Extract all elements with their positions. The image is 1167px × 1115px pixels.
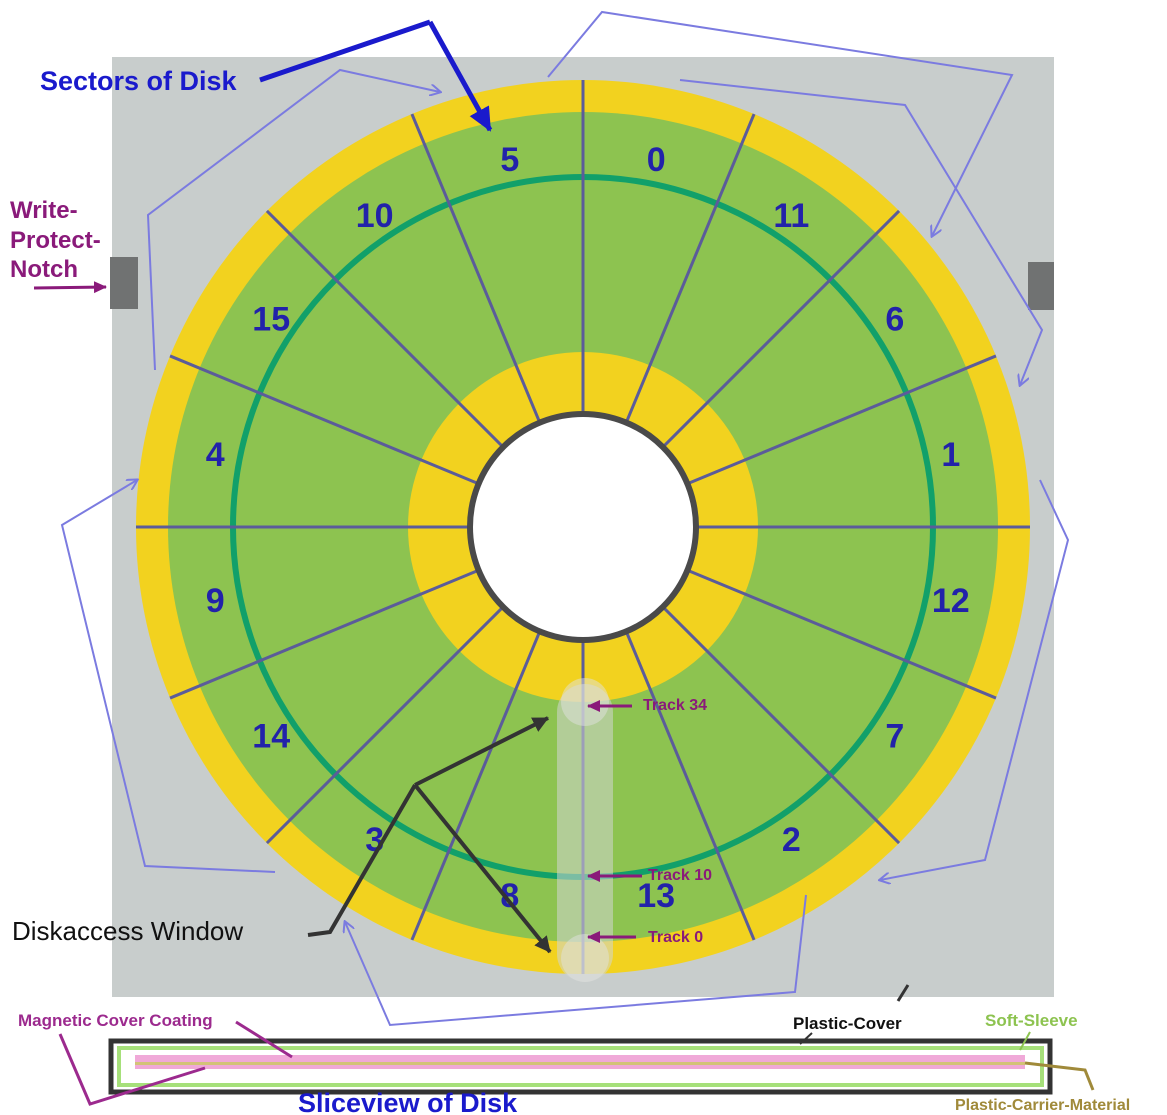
magnetic-cover-coating-label: Magnetic Cover Coating (18, 1011, 213, 1030)
center-hole (467, 411, 699, 643)
plastic-cover-leader (896, 984, 910, 1002)
sector-number-6: 6 (885, 301, 904, 339)
write-protect-notch-right (1028, 262, 1054, 310)
sector-divider (624, 630, 756, 941)
track-10-label: Track 10 (648, 867, 712, 884)
write-protect-label-line2: Protect- (10, 227, 101, 254)
disk-access-window (557, 684, 613, 982)
magnetic-coating-leader-upper (235, 1020, 293, 1059)
flow-arrow-right (880, 479, 1070, 880)
diskaccess-window-label: Diskaccess Window (12, 916, 243, 946)
sectors-of-disk-arrow-head (427, 20, 493, 132)
sector-number-4: 4 (206, 436, 225, 474)
write-protect-arrow (33, 281, 107, 294)
sector-divider (661, 209, 901, 449)
plastic-carrier-leader (1024, 1061, 1095, 1091)
flow-arrow-top-center (547, 10, 1014, 236)
sector-number-1: 1 (941, 436, 960, 474)
write-protect-label-line1: Write- (10, 197, 78, 224)
window-top-highlight (561, 678, 609, 726)
sector-divider (169, 354, 480, 486)
sector-number-9: 9 (206, 582, 225, 620)
diskaccess-arrow-to-bottom (413, 783, 552, 954)
flow-arrow-top-left (146, 68, 440, 371)
sector-number-14: 14 (252, 717, 290, 755)
sector-divider (624, 113, 756, 424)
write-protect-label-line3: Notch (10, 256, 78, 283)
sector-number-5: 5 (500, 141, 519, 179)
sector-number-10: 10 (356, 197, 394, 235)
sector-divider (661, 605, 901, 845)
slice-magnetic-coating-lower (135, 1066, 1025, 1069)
sectors-of-disk-arrow (259, 19, 431, 83)
sector-divider (410, 113, 542, 424)
rotation-flow-arrows (60, 10, 1070, 1027)
magnetic-coating-leader-lower (58, 1033, 206, 1106)
sector-divider (265, 209, 505, 449)
sliceview (108, 1038, 1053, 1095)
flow-arrow-bottom (345, 894, 807, 1027)
slice-carrier-material (135, 1062, 1025, 1065)
sector-number-7: 7 (885, 717, 904, 755)
track-0-label: Track 0 (648, 929, 703, 946)
write-protect-notch-left (110, 257, 138, 309)
sector-divider (686, 354, 997, 486)
diskaccess-arrow-to-top (414, 716, 549, 787)
window-bottom-highlight (561, 934, 609, 982)
plastic-cover-leader-lower (799, 1032, 813, 1045)
sector-number-12: 12 (932, 582, 970, 620)
sector-number-2: 2 (782, 821, 801, 859)
sliceview-of-disk-label: Sliceview of Disk (298, 1088, 518, 1115)
sector-divider (265, 605, 505, 845)
soft-sleeve-leader (1019, 1031, 1031, 1051)
sector-number-13: 13 (637, 877, 675, 915)
flow-arrow-left (60, 480, 276, 873)
plastic-cover-label: Plastic-Cover (793, 1014, 902, 1033)
flow-arrow-top-right (679, 79, 1044, 385)
sector-divider (169, 568, 480, 700)
track-34-label: Track 34 (643, 697, 707, 714)
sector-divider (686, 568, 997, 700)
soft-sleeve-label: Soft-Sleeve (985, 1011, 1078, 1030)
sector-divider (410, 630, 542, 941)
sectors-of-disk-label: Sectors of Disk (40, 66, 238, 96)
sector-number-15: 15 (252, 301, 290, 339)
diskaccess-window-leader (307, 783, 417, 937)
plastic-carrier-material-label: Plastic-Carrier-Material (955, 1097, 1130, 1114)
sector-number-11: 11 (773, 197, 809, 235)
sector-number-0: 0 (647, 141, 666, 179)
